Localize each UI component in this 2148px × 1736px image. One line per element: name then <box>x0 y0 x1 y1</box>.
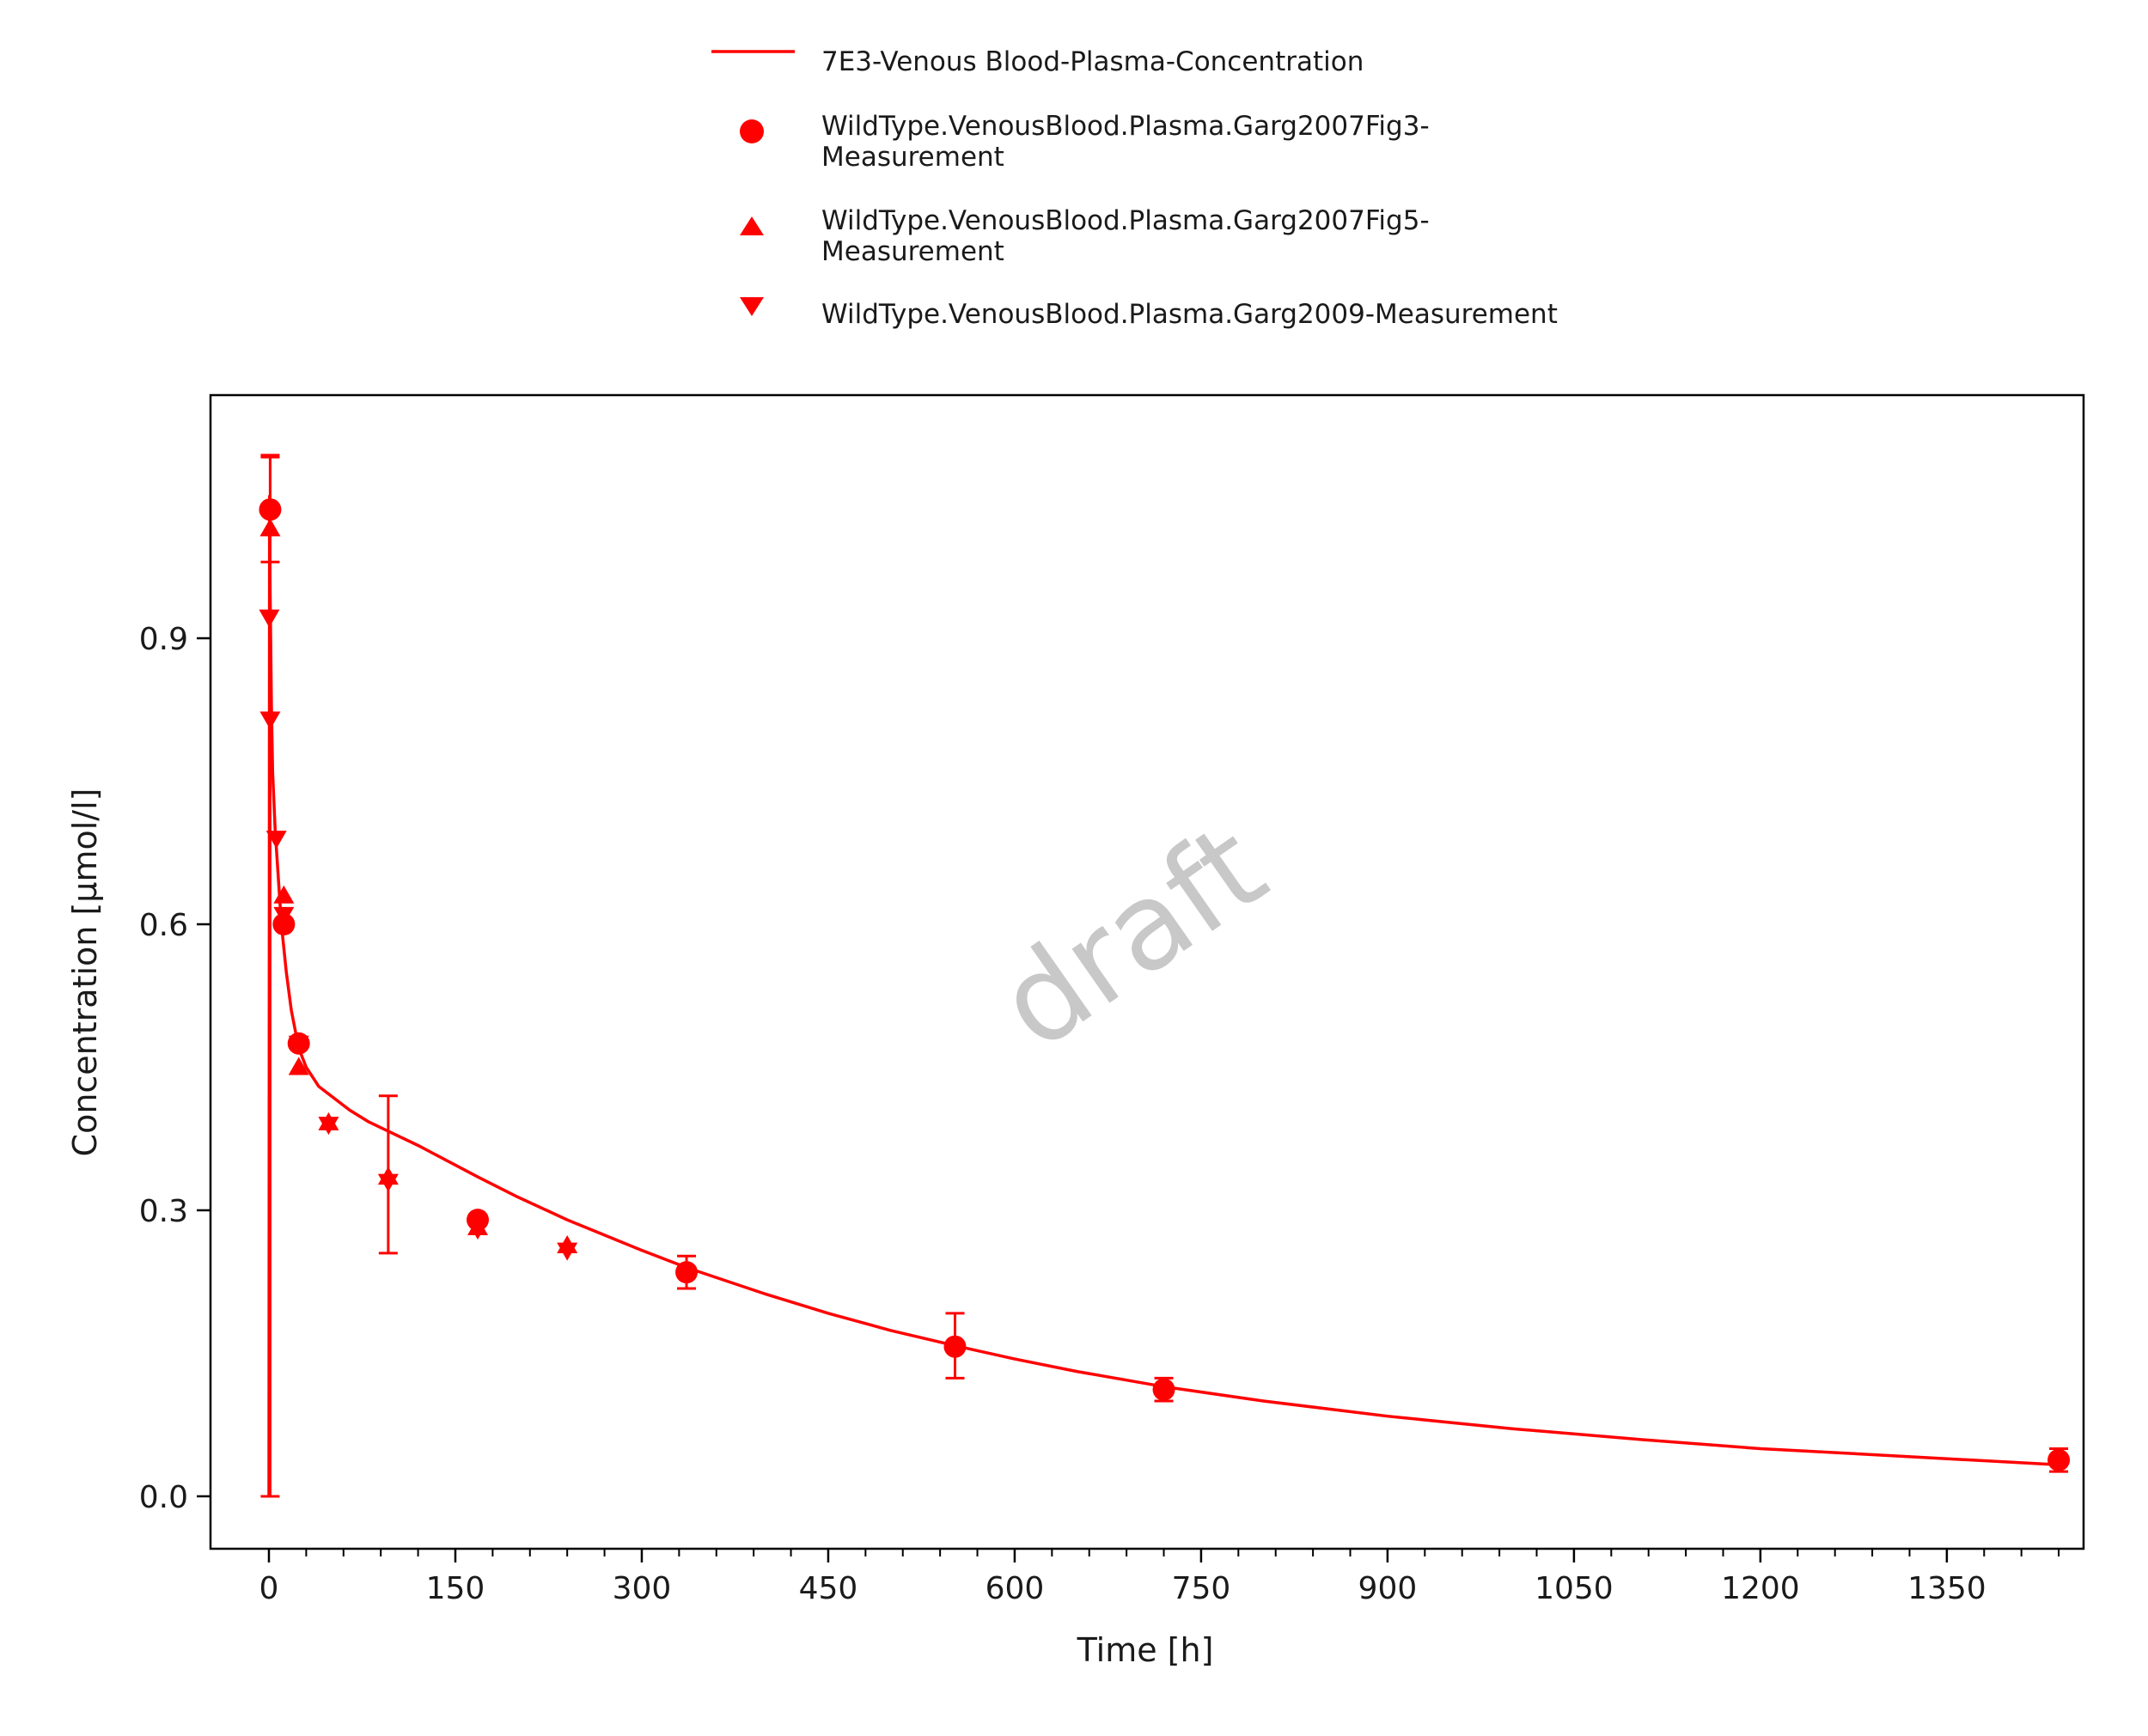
legend-label-garg2007fig3: WildType.VenousBlood.Plasma.Garg2007Fig3… <box>821 111 1430 173</box>
data-point-triangle-down <box>288 1035 309 1054</box>
legend-circle-marker <box>740 119 764 143</box>
data-point-triangle-down <box>259 609 280 628</box>
data-point-triangle-up <box>273 885 295 904</box>
x-tick-label: 0 <box>259 1571 279 1606</box>
draft-watermark: draft <box>974 798 1290 1077</box>
x-tick-label: 750 <box>1172 1571 1231 1606</box>
data-point-triangle-down <box>259 711 281 730</box>
data-point-circle <box>675 1261 699 1284</box>
legend-triangle-down-marker <box>740 297 764 316</box>
y-tick-label: 0.3 <box>139 1194 188 1229</box>
x-axis: 0 150 300 450 600 750 900 1050 1200 1350 <box>259 1549 2060 1606</box>
data-point-triangle-up <box>259 518 281 537</box>
data-point-triangle-up <box>288 1057 309 1075</box>
x-tick-label: 150 <box>426 1571 485 1606</box>
y-tick-label: 0.6 <box>139 908 188 943</box>
y-axis-title: Concentration [µmol/l] <box>66 789 104 1157</box>
x-tick-label: 300 <box>613 1571 672 1606</box>
data-point-circle <box>943 1335 967 1358</box>
y-axis: 0.0 0.3 0.6 0.9 <box>139 622 211 1515</box>
x-tick-label: 1050 <box>1535 1571 1614 1606</box>
x-tick-label: 450 <box>799 1571 858 1606</box>
data-point-triangle-down <box>273 906 295 925</box>
data-point-triangle-down <box>318 1117 339 1136</box>
y-tick-label: 0.0 <box>139 1480 188 1515</box>
data-point-triangle-down <box>467 1221 489 1240</box>
x-axis-title: Time [h] <box>1077 1631 1214 1669</box>
data-point-triangle-down <box>265 831 287 850</box>
legend-triangle-up-marker <box>740 216 764 235</box>
legend-label-simulation: 7E3-Venous Blood-Plasma-Concentration <box>821 46 1364 77</box>
data-point-triangle-down <box>557 1242 578 1261</box>
simulation-line <box>267 495 2060 1497</box>
x-tick-label: 1350 <box>1907 1571 1986 1606</box>
legend-label-garg2007fig5: WildType.VenousBlood.Plasma.Garg2007Fig5… <box>821 205 1430 267</box>
x-tick-label: 900 <box>1358 1571 1418 1606</box>
x-tick-label: 600 <box>986 1571 1045 1606</box>
data-point-circle <box>1152 1378 1175 1401</box>
plot-frame <box>209 393 2085 1550</box>
plot-area <box>259 454 2071 1498</box>
x-tick-label: 1200 <box>1721 1571 1800 1606</box>
data-point-circle <box>259 498 282 521</box>
legend-label-garg2009: WildType.VenousBlood.Plasma.Garg2009-Mea… <box>821 299 1558 330</box>
legend: 7E3-Venous Blood-Plasma-Concentration Wi… <box>711 46 1558 330</box>
data-point-circle <box>2047 1448 2071 1471</box>
data-point-triangle-down <box>377 1173 399 1192</box>
y-tick-label: 0.9 <box>139 622 188 657</box>
